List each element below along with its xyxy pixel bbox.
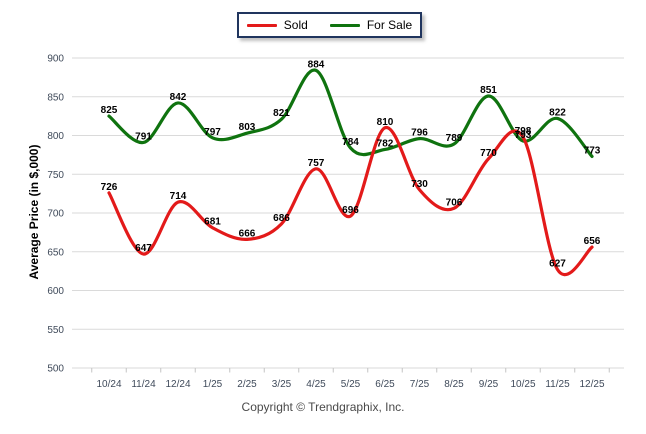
x-tick-label-12/25: 12/25 (579, 379, 604, 390)
for-sale-point-label-1/25: 797 (204, 127, 221, 138)
sold-point-label-6/25: 810 (377, 117, 394, 128)
y-axis-title: Average Price (in $,000) (27, 145, 41, 280)
y-tick-label-800: 800 (47, 131, 64, 142)
for-sale-point-label-7/25: 796 (411, 128, 428, 139)
x-tick-label-12/24: 12/24 (165, 379, 190, 390)
x-tick-label-10/24: 10/24 (96, 379, 121, 390)
y-tick-label-650: 650 (47, 247, 64, 258)
x-tick-label-1/25: 1/25 (203, 379, 223, 390)
for-sale-point-label-4/25: 884 (308, 59, 325, 70)
for-sale-point-label-8/25: 789 (446, 133, 463, 144)
x-tick-label-3/25: 3/25 (272, 379, 292, 390)
copyright-text: Copyright © Trendgraphix, Inc. (241, 400, 405, 414)
for-sale-point-label-11/24: 791 (135, 131, 152, 142)
sold-line-swatch (246, 23, 277, 27)
y-tick-label-700: 700 (47, 209, 64, 220)
x-tick-label-7/25: 7/25 (410, 379, 430, 390)
sold-point-label-4/25: 757 (308, 158, 325, 169)
sold-point-label-12/25: 656 (584, 236, 601, 247)
sold-point-label-2/25: 666 (239, 228, 256, 239)
legend-label-sold: Sold (283, 18, 308, 32)
sold-point-label-12/24: 714 (170, 191, 187, 202)
for-sale-point-label-2/25: 803 (239, 122, 256, 133)
y-tick-label-500: 500 (47, 364, 64, 375)
y-tick-label-850: 850 (47, 92, 64, 103)
x-tick-label-11/24: 11/24 (131, 379, 156, 390)
for-sale-point-label-12/25: 773 (584, 145, 601, 156)
x-tick-label-9/25: 9/25 (479, 379, 499, 390)
legend-item-sold: Sold (246, 18, 308, 32)
sold-point-label-7/25: 730 (411, 179, 428, 190)
legend: Sold For Sale (237, 12, 422, 38)
x-tick-label-8/25: 8/25 (444, 379, 464, 390)
x-tick-label-4/25: 4/25 (306, 379, 326, 390)
for-sale-point-label-10/24: 825 (101, 105, 118, 116)
y-tick-label-550: 550 (47, 325, 64, 336)
x-tick-label-10/25: 10/25 (510, 379, 535, 390)
x-tick-label-11/25: 11/25 (545, 379, 570, 390)
x-tick-label-6/25: 6/25 (375, 379, 395, 390)
sold-point-label-11/24: 647 (135, 243, 152, 254)
for-sale-point-label-12/24: 842 (170, 92, 187, 103)
for-sale-point-label-9/25: 851 (480, 85, 497, 96)
sold-point-label-10/24: 726 (101, 182, 118, 193)
legend-label-for-sale: For Sale (366, 18, 413, 32)
sold-point-label-8/25: 706 (446, 197, 463, 208)
for-sale-point-label-11/25: 822 (549, 107, 566, 118)
x-tick-label-2/25: 2/25 (237, 379, 257, 390)
sold-point-label-1/25: 681 (204, 217, 221, 228)
y-tick-label-600: 600 (47, 286, 64, 297)
sold-point-label-3/25: 686 (273, 213, 290, 224)
sold-line (107, 126, 594, 277)
for-sale-line-swatch (329, 23, 360, 27)
legend-item-for-sale: For Sale (329, 18, 413, 32)
for-sale-point-label-3/25: 821 (273, 108, 290, 119)
for-sale-point-label-5/25: 784 (342, 137, 359, 148)
x-tick-label-5/25: 5/25 (341, 379, 361, 390)
sold-point-label-10/25: 798 (515, 126, 532, 137)
sold-point-label-11/25: 627 (549, 259, 566, 270)
sold-point-label-5/25: 696 (342, 205, 359, 216)
for-sale-point-label-10/25: 793 (515, 130, 532, 141)
y-tick-label-900: 900 (47, 54, 64, 65)
sold-point-label-9/25: 770 (480, 148, 497, 159)
for-sale-line (107, 68, 594, 159)
for-sale-point-label-6/25: 782 (377, 138, 394, 149)
y-tick-label-750: 750 (47, 170, 64, 181)
